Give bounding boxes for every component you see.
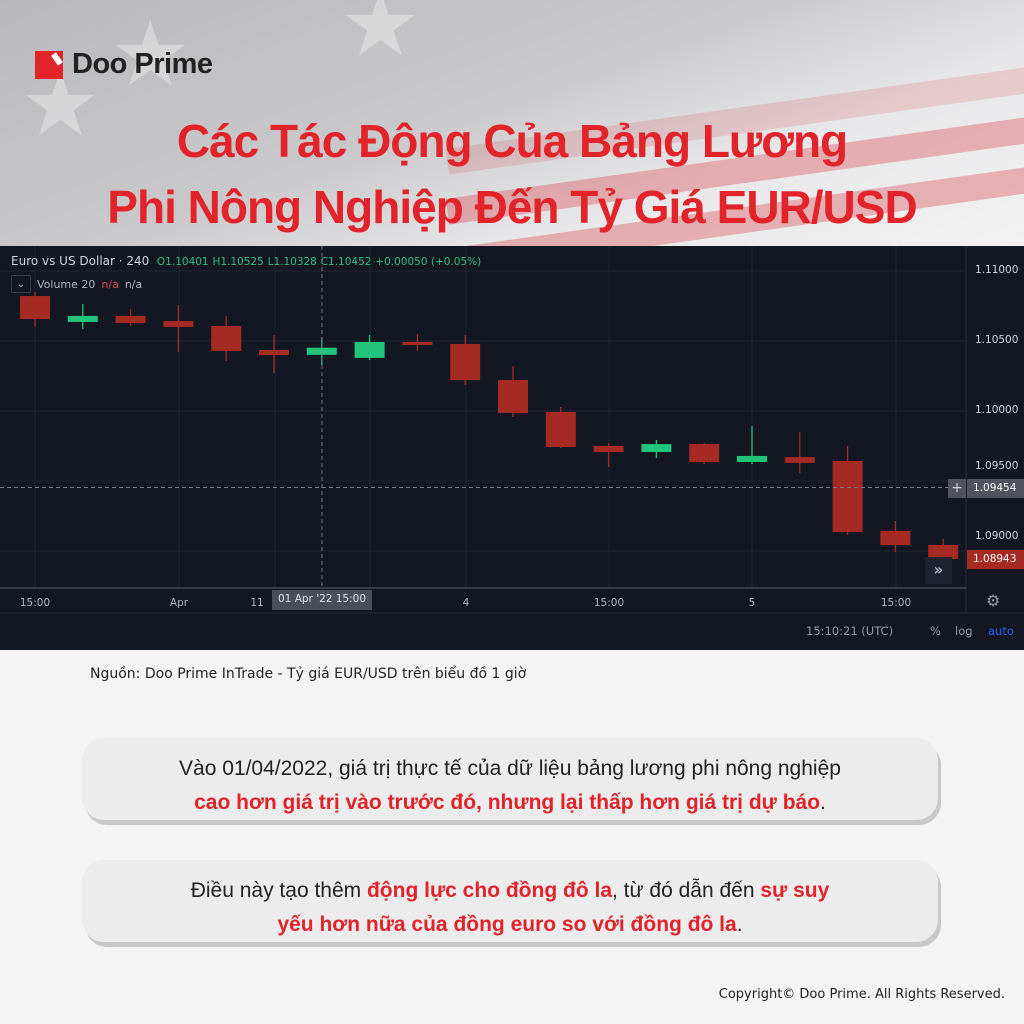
candle-body [67, 315, 98, 322]
time-tick: 4 [462, 597, 470, 609]
trading-chart[interactable]: Euro vs US Dollar · 240 O1.10401 H1.1052… [0, 246, 1024, 650]
star-icon: ★ [110, 2, 191, 107]
open-value: O1.10401 [156, 256, 209, 268]
info-highlight: sự suy [760, 879, 830, 902]
info-box-1: Vào 01/04/2022, giá trị thực tế của dữ l… [82, 738, 938, 820]
time-tick: 15:00 [19, 597, 51, 609]
auto-toggle[interactable]: auto [988, 624, 1014, 638]
candle-body [880, 530, 911, 545]
candle-body [641, 444, 672, 453]
candle-body [20, 296, 50, 320]
volume-value-2: n/a [124, 277, 143, 291]
candle-body [593, 446, 624, 453]
info-highlight: yếu hơn nữa của đồng euro so với đồng đô… [277, 913, 737, 936]
candle-body [545, 411, 576, 447]
volume-legend: ⌄ Volume 20 n/a n/a [11, 275, 142, 293]
crosshair-price-label: 1.09454 [967, 479, 1024, 498]
candle-body [689, 444, 720, 462]
candle-body [163, 320, 194, 327]
info-highlight: động lực cho đồng đô la [366, 879, 613, 902]
candle-body [211, 326, 242, 351]
chart-legend: Euro vs US Dollar · 240 O1.10401 H1.1052… [11, 254, 481, 268]
punct: . [736, 913, 743, 936]
info-highlight: cao hơn giá trị vào trước đó, nhưng lại … [194, 791, 821, 814]
copyright: Copyright© Doo Prime. All Rights Reserve… [718, 987, 1005, 1002]
time-tick: 5 [748, 597, 756, 609]
candle-body [498, 380, 528, 413]
volume-label: Volume 20 [37, 277, 96, 291]
volume-value-1: n/a [101, 277, 119, 291]
candle-body [402, 341, 433, 346]
time-tick: 15:00 [593, 597, 625, 609]
candle-body [450, 343, 481, 381]
info-text: Điều này tạo thêm [190, 879, 367, 902]
clock: 15:10:21 (UTC) [806, 624, 894, 638]
hero-banner: ★ ★ ★ Doo Prime Các Tác Động Của Bảng Lư… [0, 0, 1024, 246]
candle-body [354, 341, 385, 358]
title-line-1: Các Tác Động Của Bảng Lương [176, 115, 848, 167]
info-text: , từ đó dẫn đến [612, 879, 761, 902]
crosshair-time: 15:00 [335, 593, 366, 605]
source-caption: Nguồn: Doo Prime InTrade - Tỷ giá EUR/US… [90, 666, 527, 682]
last-price-label: 1.08943 [967, 550, 1024, 569]
star-icon: ★ [340, 0, 421, 77]
candle-body [832, 460, 863, 532]
candle-body [928, 544, 959, 559]
info-text: Vào 01/04/2022, giá trị thực tế của dữ l… [179, 757, 841, 780]
change-value: +0.00050 (+0.05%) [375, 256, 482, 268]
scroll-to-realtime-icon[interactable]: » [925, 557, 952, 584]
low-value: L1.10328 [267, 256, 317, 268]
plus-icon[interactable]: + [948, 479, 966, 498]
candlestick-plot[interactable] [0, 246, 1024, 650]
time-tick: 15:00 [880, 597, 912, 609]
collapse-chevron-icon[interactable]: ⌄ [11, 275, 31, 293]
candle-body [259, 349, 289, 355]
logo-text: Doo Prime [72, 48, 213, 80]
time-tick: 11 [250, 597, 264, 609]
crosshair-time-label: 01 Apr '22 15:00 [272, 590, 372, 610]
close-value: C1.10452 [320, 256, 372, 268]
candle-body [784, 457, 815, 463]
price-tick: 1.11000 [975, 264, 1019, 276]
info-box-2: Điều này tạo thêm động lực cho đồng đô l… [82, 860, 938, 942]
crosshair-date: 01 Apr '22 [278, 593, 333, 605]
high-value: H1.10525 [212, 256, 264, 268]
log-toggle[interactable]: log [955, 624, 973, 638]
price-tick: 1.10000 [975, 404, 1019, 416]
symbol-label: Euro vs US Dollar · 240 [11, 254, 150, 268]
price-tick: 1.10500 [975, 334, 1019, 346]
candle-body [737, 455, 767, 462]
time-tick: Apr [169, 597, 189, 609]
settings-gear-icon[interactable]: ⚙ [986, 591, 1001, 610]
price-tick: 1.09000 [975, 530, 1019, 542]
logo-mark-icon [35, 50, 63, 79]
logo: Doo Prime [35, 48, 213, 81]
price-tick: 1.09500 [975, 460, 1019, 472]
percent-toggle[interactable]: % [930, 624, 941, 638]
title-line-2: Phi Nông Nghiệp Đến Tỷ Giá EUR/USD [107, 181, 917, 233]
candle-body [115, 315, 146, 323]
punct: . [820, 791, 826, 814]
